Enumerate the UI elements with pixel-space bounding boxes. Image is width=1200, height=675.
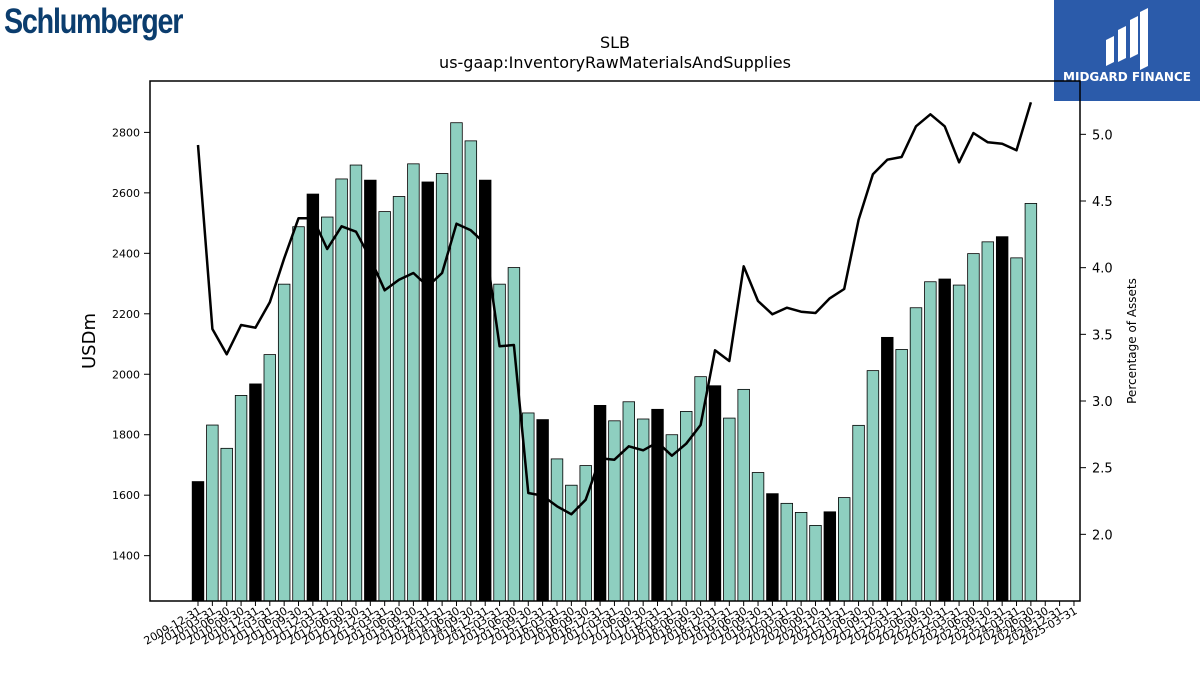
y2-tick-label: 2.5 — [1092, 462, 1113, 477]
bar — [651, 408, 664, 602]
bar — [981, 241, 995, 602]
bar — [407, 163, 420, 602]
bar — [665, 434, 679, 602]
line-group — [196, 101, 1033, 516]
bar — [1024, 203, 1038, 602]
bar — [924, 281, 937, 602]
bar — [852, 424, 865, 602]
bar — [766, 493, 779, 602]
bar — [507, 267, 521, 602]
bar — [995, 236, 1009, 602]
bar — [493, 283, 506, 602]
bar — [593, 404, 607, 602]
bar — [536, 419, 549, 602]
y2-tick-label: 2.0 — [1092, 528, 1113, 543]
y-tick-label: 1600 — [112, 489, 140, 502]
y2-tick-label: 5.0 — [1092, 128, 1113, 143]
y2-axis-label: Percentage of Assets — [1125, 278, 1139, 404]
bar — [206, 424, 219, 602]
bar — [952, 284, 966, 602]
bar — [565, 484, 578, 602]
bar — [464, 140, 478, 602]
bar — [751, 472, 765, 602]
bar — [909, 307, 923, 602]
bar — [608, 420, 621, 602]
bar — [277, 283, 291, 602]
bar — [364, 179, 377, 602]
bar — [249, 383, 262, 602]
y-tick-label: 1800 — [112, 429, 140, 442]
y-tick-label: 2400 — [112, 247, 140, 260]
plot-frame — [149, 80, 1081, 602]
chart-subtitle: us-gaap:InventoryRawMaterialsAndSupplies — [439, 53, 791, 72]
bar — [421, 181, 434, 602]
bar — [292, 226, 305, 602]
bar — [737, 388, 750, 602]
bar — [881, 336, 894, 602]
bar — [392, 196, 406, 602]
bar — [809, 525, 822, 602]
bar — [321, 216, 334, 602]
bar — [794, 512, 808, 602]
bar — [191, 481, 205, 602]
bar — [780, 502, 793, 602]
bar — [636, 418, 650, 602]
bar — [708, 385, 722, 602]
bar — [967, 253, 980, 602]
publisher-logo-text: MIDGARD FINANCE — [1063, 70, 1191, 84]
y-axis-left: 1400 1600 1800 2000 2200 2400 2600 2800 — [112, 126, 150, 563]
company-logo: Schlumberger — [4, 2, 183, 41]
chart-title: SLB — [600, 33, 630, 52]
y2-tick-label: 3.5 — [1092, 328, 1113, 343]
y-axis-label: USDm — [79, 313, 100, 369]
bars-group — [191, 122, 1038, 602]
bar — [866, 370, 880, 602]
y2-tick-label: 4.5 — [1092, 195, 1113, 210]
percentage-line — [196, 101, 1033, 516]
bar — [378, 211, 391, 602]
bar — [234, 395, 248, 602]
y-tick-label: 2800 — [112, 126, 140, 139]
bar — [838, 497, 851, 602]
bar — [895, 349, 908, 602]
y-tick-label: 1400 — [112, 550, 140, 563]
bar — [335, 178, 348, 602]
bar — [823, 511, 837, 602]
bar — [938, 278, 951, 602]
publisher-logo-mark-icon — [1106, 8, 1148, 70]
publisher-logo: MIDGARD FINANCE — [1054, 0, 1200, 101]
y-tick-label: 2200 — [112, 308, 140, 321]
y-tick-label: 2000 — [112, 368, 140, 381]
bar — [622, 401, 636, 602]
bar — [435, 173, 449, 602]
bar — [723, 417, 736, 602]
x-axis: 2009-12-312010-03-312010-06-302010-09-30… — [142, 601, 1079, 648]
bar — [550, 458, 564, 602]
bar — [306, 193, 320, 602]
y-tick-label: 2600 — [112, 187, 140, 200]
bar — [450, 122, 463, 602]
y2-tick-label: 4.0 — [1092, 262, 1113, 277]
y2-tick-label: 3.0 — [1092, 395, 1113, 410]
bar — [263, 354, 277, 602]
y-axis-right: 2.0 2.5 3.0 3.5 4.0 4.5 5.0 — [1080, 128, 1113, 543]
bar — [220, 447, 233, 602]
bar — [1010, 257, 1023, 602]
